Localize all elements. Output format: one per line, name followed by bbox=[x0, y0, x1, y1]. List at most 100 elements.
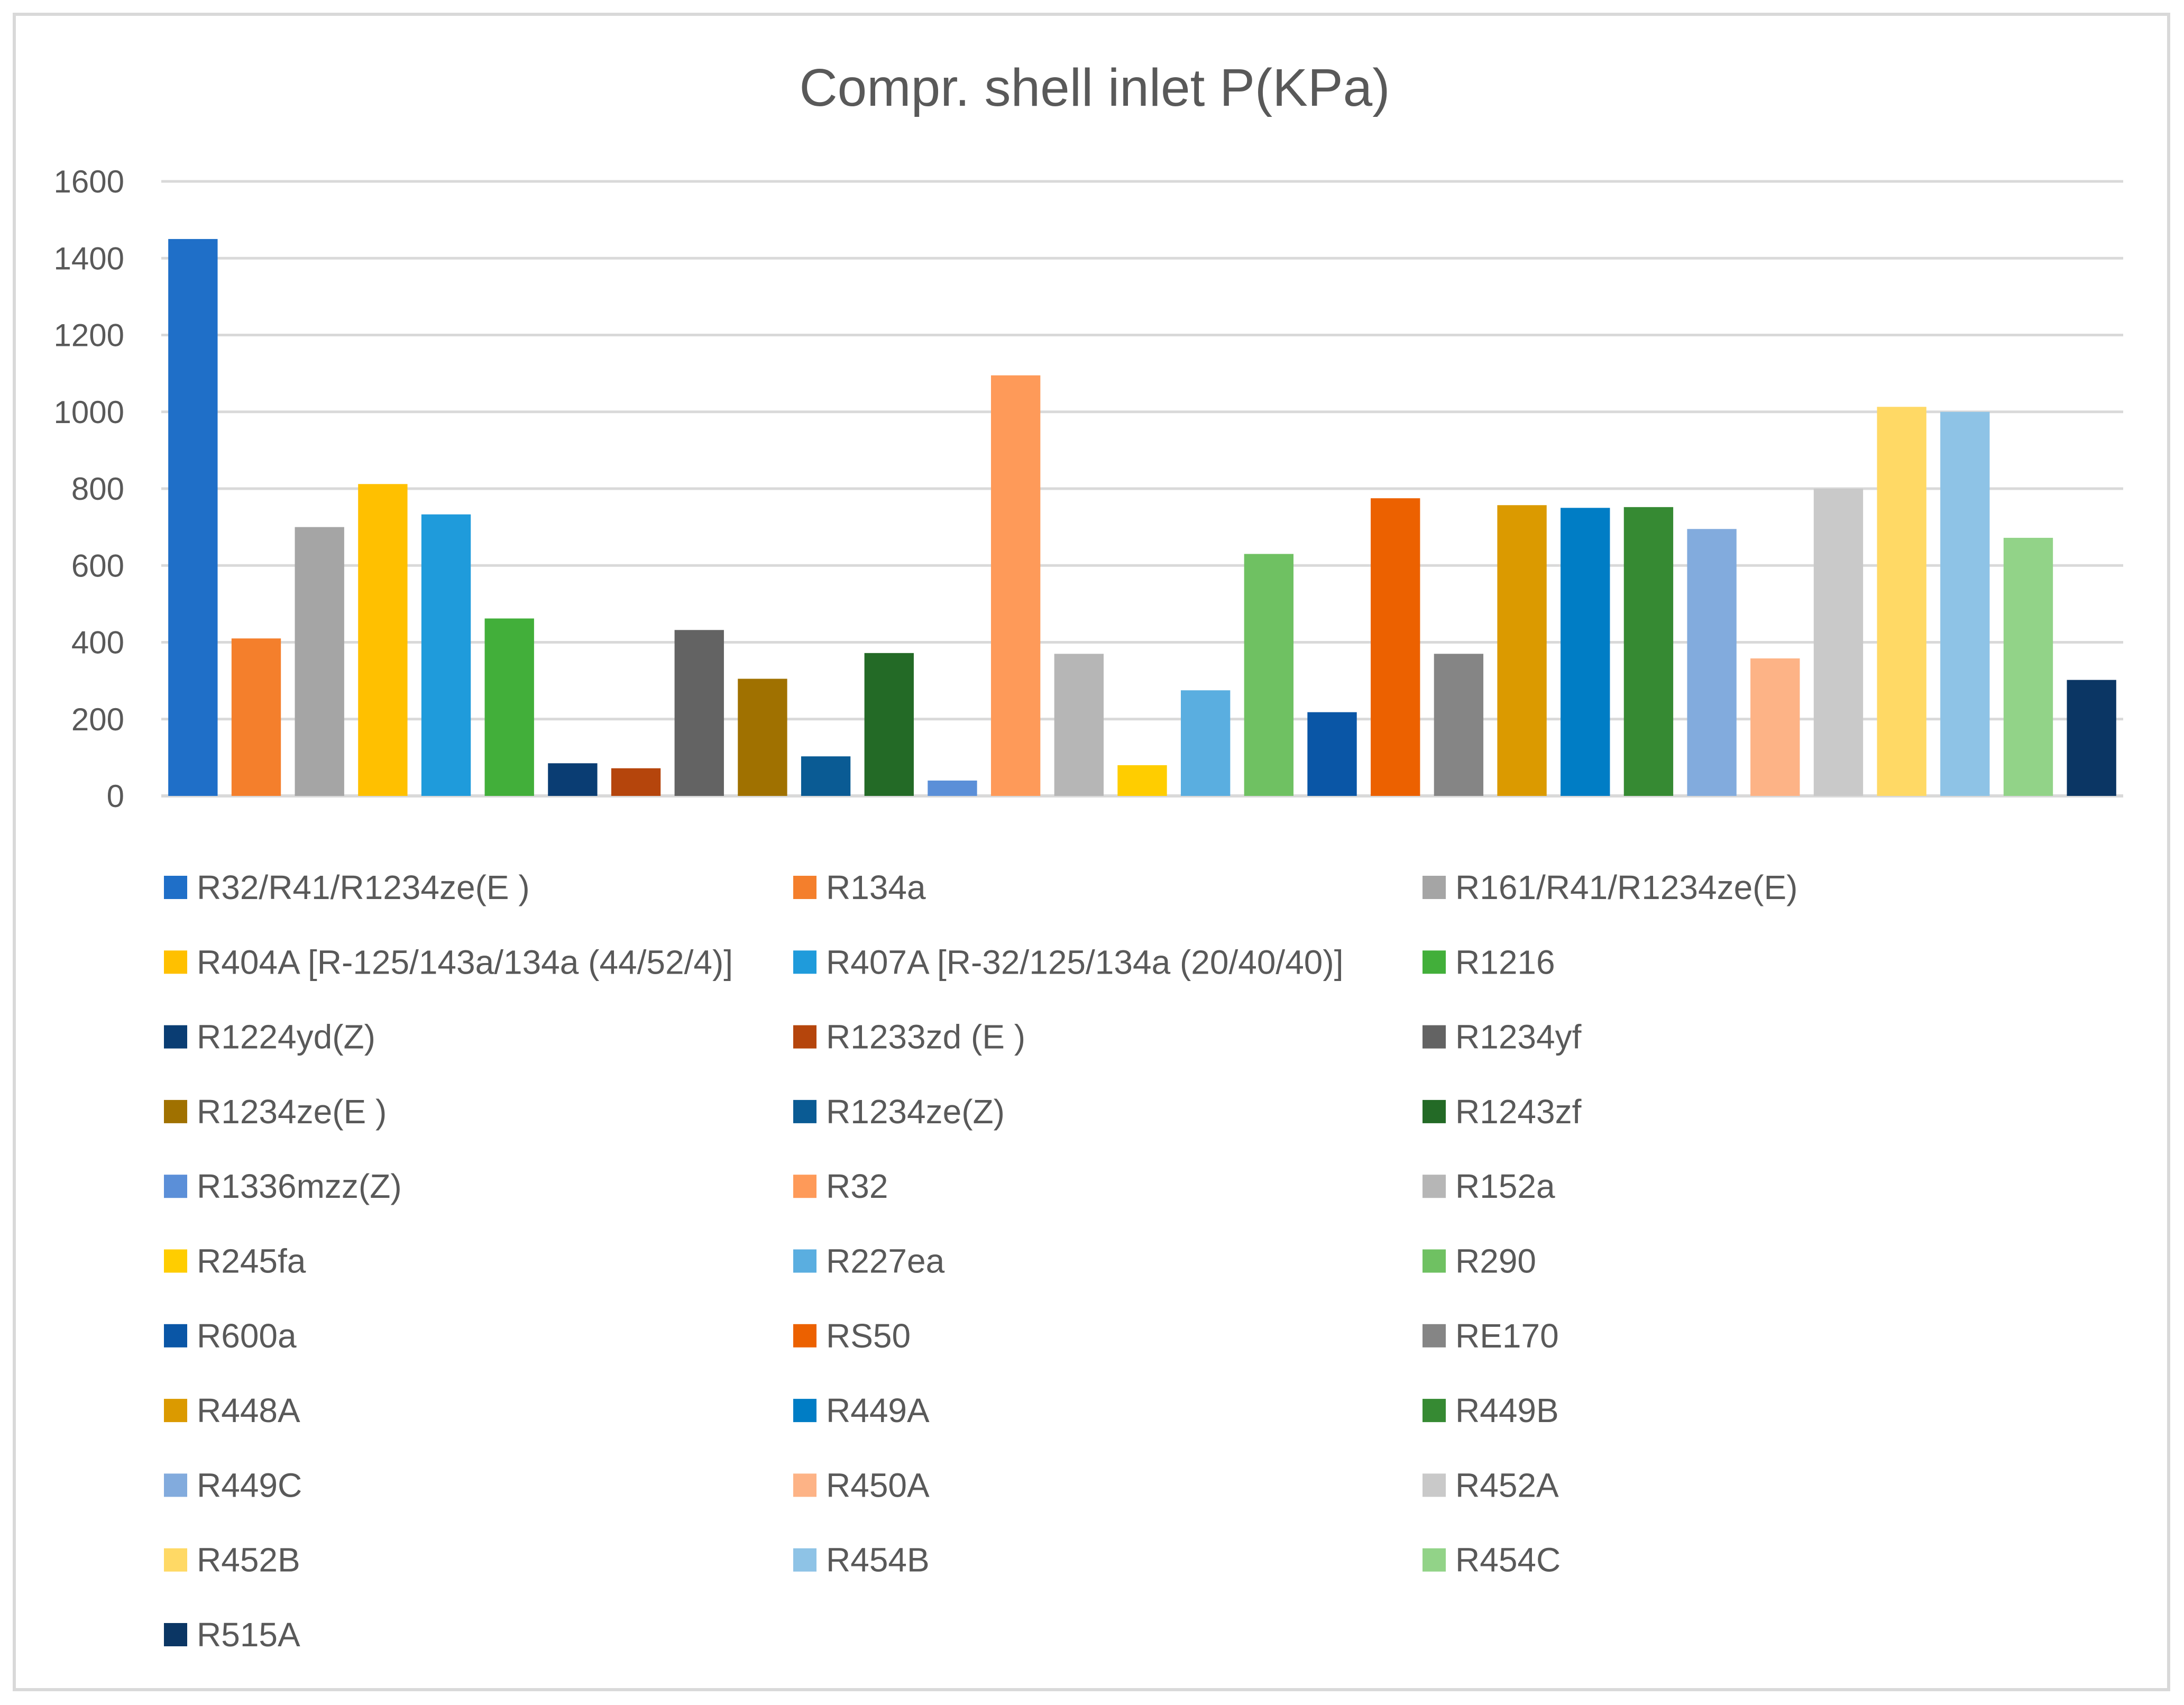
bar bbox=[864, 653, 914, 796]
legend-swatch bbox=[793, 1249, 816, 1273]
legend-swatch bbox=[793, 1025, 816, 1049]
bar bbox=[168, 239, 218, 796]
bar bbox=[1687, 529, 1737, 796]
legend-swatch bbox=[1423, 1025, 1446, 1049]
legend-item: R1224yd(Z) bbox=[164, 1018, 375, 1056]
bar bbox=[990, 375, 1041, 796]
y-tick-label: 400 bbox=[71, 625, 124, 661]
legend-swatch bbox=[1423, 1324, 1446, 1348]
legend-swatch bbox=[1423, 1175, 1446, 1198]
y-tick-label: 1400 bbox=[54, 241, 124, 276]
bar bbox=[1307, 712, 1357, 796]
bar bbox=[928, 780, 977, 796]
legend-item: R454B bbox=[793, 1541, 930, 1579]
bar bbox=[674, 630, 724, 796]
chart-title: Compr. shell inlet P(KPa) bbox=[799, 58, 1390, 117]
legend-item: RE170 bbox=[1423, 1317, 1559, 1355]
y-tick-label: 1200 bbox=[54, 318, 124, 353]
bar bbox=[611, 768, 661, 796]
legend-label: R227ea bbox=[826, 1242, 945, 1280]
legend-item: R449B bbox=[1423, 1391, 1559, 1429]
legend-label: R1336mzz(Z) bbox=[197, 1167, 402, 1205]
y-tick-label: 800 bbox=[71, 471, 124, 507]
legend-label: R32/R41/R1234ze(E ) bbox=[197, 868, 530, 906]
legend-item: R1234ze(E ) bbox=[164, 1093, 387, 1131]
legend-item: R450A bbox=[793, 1466, 930, 1504]
legend-swatch bbox=[793, 1399, 816, 1423]
legend-item: R1234ze(Z) bbox=[793, 1093, 1005, 1131]
legend-item: R1216 bbox=[1423, 943, 1555, 981]
legend-label: R134a bbox=[826, 868, 926, 906]
legend-swatch bbox=[1423, 1099, 1446, 1123]
legend-label: R245fa bbox=[197, 1242, 306, 1280]
bar bbox=[1054, 654, 1104, 796]
chart-frame: Compr. shell inlet P(KPa) 0 200 400 600 800 1… bbox=[13, 13, 2170, 1691]
legend-item: R448A bbox=[164, 1391, 300, 1429]
bar bbox=[484, 618, 534, 796]
legend-item: R600a bbox=[164, 1317, 297, 1355]
legend-swatch bbox=[164, 876, 187, 899]
legend-label: R600a bbox=[197, 1317, 297, 1355]
legend-item: R290 bbox=[1423, 1242, 1536, 1280]
legend-label: RE170 bbox=[1455, 1317, 1559, 1355]
legend-label: R448A bbox=[197, 1391, 300, 1429]
legend-swatch bbox=[164, 1399, 187, 1423]
legend-label: R452B bbox=[197, 1541, 300, 1579]
bar bbox=[738, 679, 787, 796]
legend-swatch bbox=[164, 1175, 187, 1198]
legend-label: R1233zd (E ) bbox=[826, 1018, 1025, 1056]
bars bbox=[168, 239, 2116, 796]
legend-item: R454C bbox=[1423, 1541, 1561, 1579]
bar bbox=[548, 763, 598, 796]
bar bbox=[1877, 407, 1926, 796]
legend-label: R1234yf bbox=[1455, 1018, 1582, 1056]
legend-swatch bbox=[164, 1249, 187, 1273]
bar bbox=[1181, 690, 1231, 796]
legend-swatch bbox=[793, 1324, 816, 1348]
legend-label: R404A [R-125/143a/134a (44/52/4)] bbox=[197, 943, 733, 981]
legend-swatch bbox=[164, 1473, 187, 1497]
legend-swatch bbox=[164, 1099, 187, 1123]
legend-item: R134a bbox=[793, 868, 926, 906]
bar bbox=[1623, 507, 1674, 796]
legend-swatch bbox=[793, 1548, 816, 1572]
legend-item: R1233zd (E ) bbox=[793, 1018, 1025, 1056]
legend-item: R407A [R-32/125/134a (20/40/40)] bbox=[793, 943, 1343, 981]
legend-label: R32 bbox=[826, 1167, 888, 1205]
legend-swatch bbox=[1423, 876, 1446, 899]
legend-label: R1224yd(Z) bbox=[197, 1018, 375, 1056]
legend-swatch bbox=[164, 1623, 187, 1646]
legend-label: R515A bbox=[197, 1616, 300, 1654]
legend-swatch bbox=[164, 1548, 187, 1572]
chart-svg: Compr. shell inlet P(KPa) 0 200 400 600 800 1… bbox=[54, 58, 2123, 1654]
bar bbox=[1497, 505, 1547, 796]
bar bbox=[2067, 680, 2116, 796]
bar bbox=[801, 756, 851, 796]
legend-label: R449C bbox=[197, 1466, 302, 1504]
legend-label: R449A bbox=[826, 1391, 930, 1429]
legend-label: R454B bbox=[826, 1541, 930, 1579]
bar bbox=[1750, 658, 1800, 796]
y-tick-label: 200 bbox=[71, 702, 124, 737]
legend-swatch bbox=[164, 950, 187, 974]
legend-item: R449C bbox=[164, 1466, 302, 1504]
legend-item: R1336mzz(Z) bbox=[164, 1167, 402, 1205]
legend-item: R152a bbox=[1423, 1167, 1555, 1205]
bar bbox=[231, 638, 281, 796]
legend-label: R1234ze(E ) bbox=[197, 1093, 387, 1131]
legend-item: R452B bbox=[164, 1541, 300, 1579]
legend-label: R152a bbox=[1455, 1167, 1555, 1205]
legend-item: R449A bbox=[793, 1391, 930, 1429]
bar bbox=[295, 527, 344, 796]
legend-label: R450A bbox=[826, 1466, 930, 1504]
legend-swatch bbox=[1423, 950, 1446, 974]
y-tick-label: 1600 bbox=[54, 164, 124, 199]
legend-label: R1234ze(Z) bbox=[826, 1093, 1005, 1131]
bar bbox=[1434, 654, 1484, 796]
legend-label: R407A [R-32/125/134a (20/40/40)] bbox=[826, 943, 1343, 981]
bar bbox=[1371, 498, 1420, 796]
legend-item: R404A [R-125/143a/134a (44/52/4)] bbox=[164, 943, 733, 981]
legend-swatch bbox=[1423, 1249, 1446, 1273]
legend-swatch bbox=[164, 1025, 187, 1049]
legend-item: R245fa bbox=[164, 1242, 306, 1280]
